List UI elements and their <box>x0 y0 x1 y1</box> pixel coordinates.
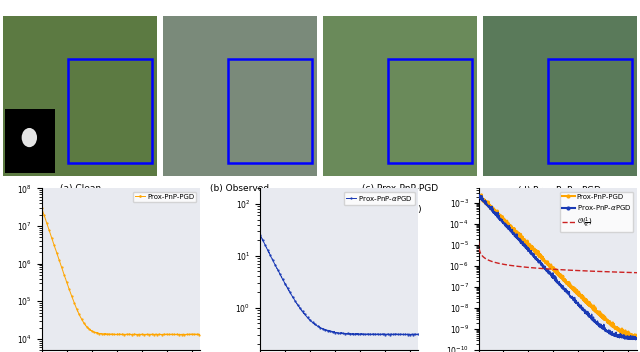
Bar <box>388 59 472 163</box>
Text: (28.59dB): (28.59dB) <box>538 205 582 214</box>
Legend: Prox-PnP-$\alpha$PGD: Prox-PnP-$\alpha$PGD <box>344 192 415 205</box>
Bar <box>548 59 632 163</box>
Ellipse shape <box>22 128 37 147</box>
Bar <box>68 59 152 163</box>
Text: (c) Prox-PnP-PGD: (c) Prox-PnP-PGD <box>362 184 438 193</box>
Text: (a) Clean: (a) Clean <box>60 184 100 193</box>
Text: (b) Observed: (b) Observed <box>211 184 269 193</box>
Text: (d) Prox-PnP-$\alpha$PGD: (d) Prox-PnP-$\alpha$PGD <box>517 184 603 196</box>
Text: (28.19dB): (28.19dB) <box>378 205 422 214</box>
Bar <box>4 109 56 173</box>
Legend: Prox-PnP-PGD: Prox-PnP-PGD <box>132 192 196 202</box>
Legend: Prox-PnP-PGD, Prox-PnP-$\alpha$PGD, $\mathcal{O}(\frac{1}{k})$: Prox-PnP-PGD, Prox-PnP-$\alpha$PGD, $\ma… <box>560 192 634 232</box>
Bar <box>228 59 312 163</box>
